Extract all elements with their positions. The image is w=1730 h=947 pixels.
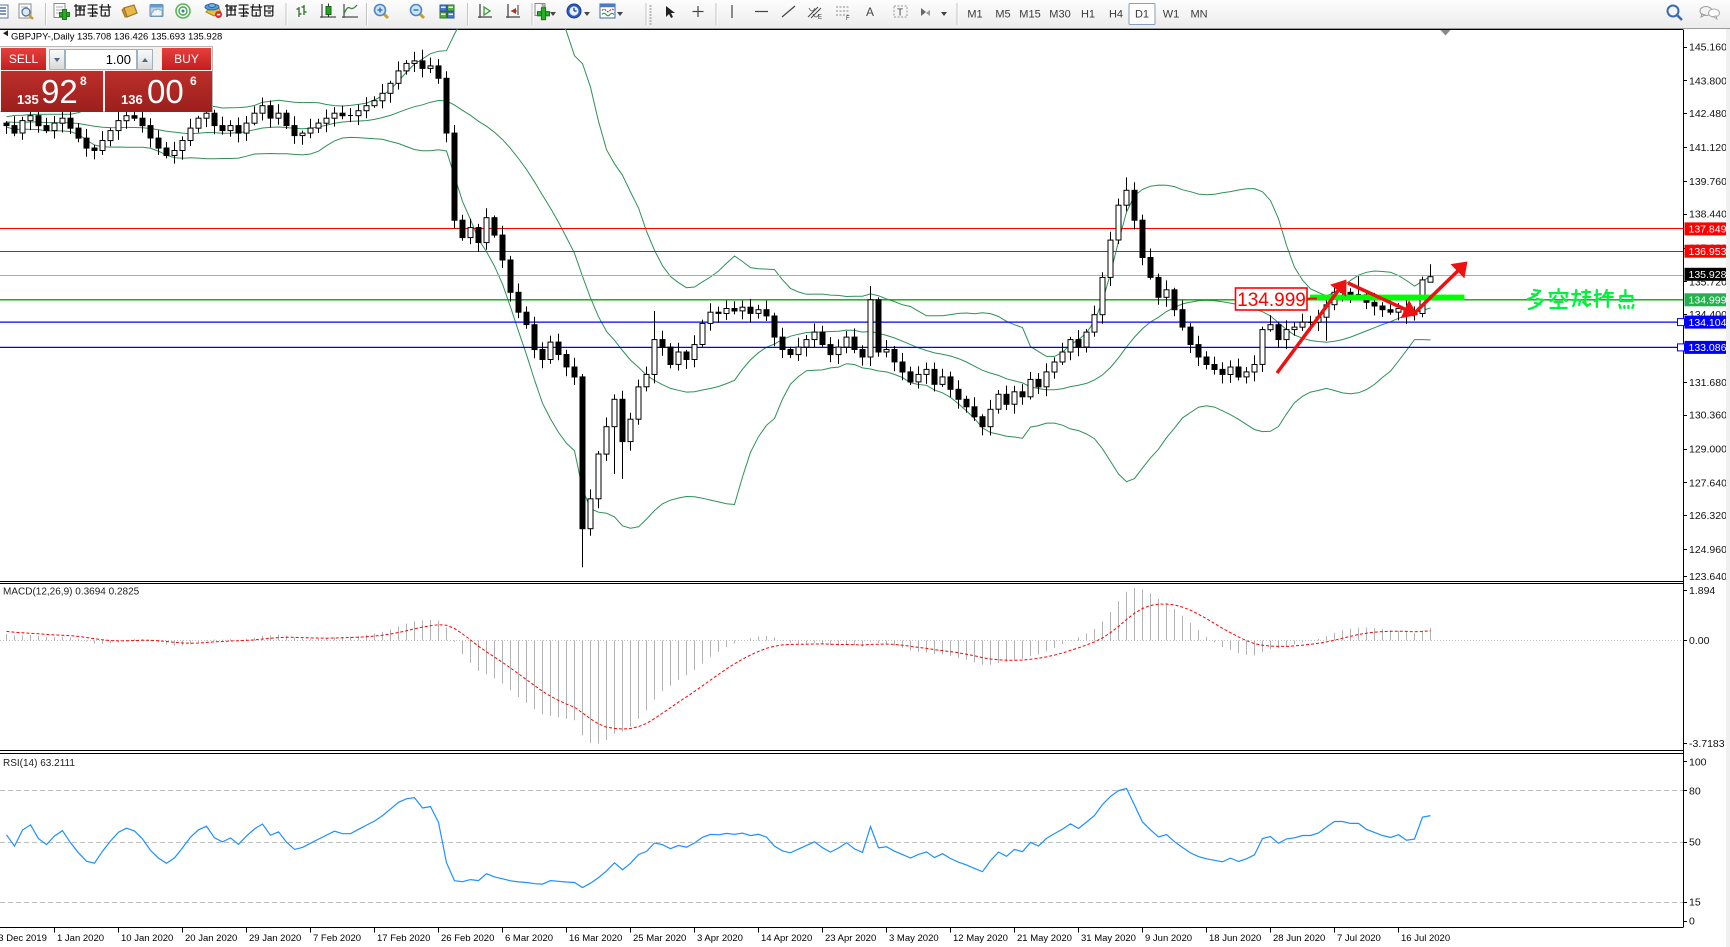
- svg-text:H1: H1: [1081, 9, 1095, 21]
- svg-text:135.928: 135.928: [1689, 269, 1727, 281]
- svg-text:136.953: 136.953: [1689, 246, 1727, 258]
- svg-text:MACD(12,26,9) 0.3694 0.2825: MACD(12,26,9) 0.3694 0.2825: [3, 587, 140, 598]
- svg-text:6 Mar 2020: 6 Mar 2020: [505, 933, 553, 944]
- svg-text:145.160: 145.160: [1689, 42, 1727, 54]
- svg-text:16 Jul 2020: 16 Jul 2020: [1401, 933, 1450, 944]
- svg-text:100: 100: [1689, 756, 1707, 768]
- svg-text:143.800: 143.800: [1689, 75, 1727, 87]
- svg-text:138.440: 138.440: [1689, 209, 1727, 221]
- svg-text:W1: W1: [1163, 9, 1180, 21]
- svg-text:20 Jan 2020: 20 Jan 2020: [185, 933, 237, 944]
- svg-text:126.320: 126.320: [1689, 510, 1727, 522]
- svg-text:29 Jan 2020: 29 Jan 2020: [249, 933, 301, 944]
- svg-text:M5: M5: [995, 9, 1010, 21]
- svg-text:134.999: 134.999: [1689, 295, 1727, 307]
- svg-text:RSI(14) 63.2111: RSI(14) 63.2111: [3, 758, 75, 769]
- svg-text:124.960: 124.960: [1689, 544, 1727, 556]
- svg-text:1.894: 1.894: [1689, 585, 1715, 597]
- svg-text:MN: MN: [1190, 9, 1207, 21]
- svg-text:3 May 2020: 3 May 2020: [889, 933, 939, 944]
- svg-text:23 Apr 2020: 23 Apr 2020: [825, 933, 876, 944]
- svg-text:A: A: [866, 5, 874, 19]
- svg-text:25 Mar 2020: 25 Mar 2020: [633, 933, 686, 944]
- svg-text:31 May 2020: 31 May 2020: [1081, 933, 1136, 944]
- svg-text:131.680: 131.680: [1689, 377, 1727, 389]
- svg-text:7 Jul 2020: 7 Jul 2020: [1337, 933, 1381, 944]
- svg-text:80: 80: [1689, 785, 1701, 797]
- svg-text:T: T: [897, 8, 903, 19]
- svg-text:E: E: [818, 15, 822, 21]
- svg-text:141.120: 141.120: [1689, 142, 1727, 154]
- svg-text:134.999: 134.999: [1237, 290, 1306, 311]
- svg-text:135.708 136.426 135.693 135.92: 135.708 136.426 135.693 135.928: [77, 32, 222, 43]
- svg-text:129.000: 129.000: [1689, 444, 1727, 456]
- svg-text:1 Jan 2020: 1 Jan 2020: [57, 933, 104, 944]
- svg-text:0.00: 0.00: [1689, 635, 1710, 647]
- svg-text:9 Jun 2020: 9 Jun 2020: [1145, 933, 1192, 944]
- svg-text:50: 50: [1689, 837, 1701, 849]
- svg-text:10 Jan 2020: 10 Jan 2020: [121, 933, 173, 944]
- svg-text:28 Jun 2020: 28 Jun 2020: [1273, 933, 1325, 944]
- svg-text:137.849: 137.849: [1689, 224, 1727, 236]
- svg-text:M1: M1: [967, 9, 982, 21]
- svg-text:17 Feb 2020: 17 Feb 2020: [377, 933, 430, 944]
- svg-text:7 Feb 2020: 7 Feb 2020: [313, 933, 361, 944]
- svg-text:D1: D1: [1135, 9, 1149, 21]
- svg-text:12 May 2020: 12 May 2020: [953, 933, 1008, 944]
- svg-text:-3.7183: -3.7183: [1689, 738, 1725, 750]
- svg-text:139.760: 139.760: [1689, 176, 1727, 188]
- svg-text:21 May 2020: 21 May 2020: [1017, 933, 1072, 944]
- svg-text:H4: H4: [1109, 9, 1123, 21]
- svg-text:127.640: 127.640: [1689, 477, 1727, 489]
- svg-text:26 Feb 2020: 26 Feb 2020: [441, 933, 494, 944]
- svg-text:130.360: 130.360: [1689, 410, 1727, 422]
- svg-text:F: F: [846, 16, 850, 22]
- svg-text:133.086: 133.086: [1689, 342, 1727, 354]
- svg-text:14 Apr 2020: 14 Apr 2020: [761, 933, 812, 944]
- svg-text:123.640: 123.640: [1689, 571, 1727, 583]
- svg-text:134.104: 134.104: [1689, 317, 1727, 329]
- svg-text:GBPJPY-,Daily: GBPJPY-,Daily: [11, 32, 75, 43]
- svg-text:3 Apr 2020: 3 Apr 2020: [697, 933, 743, 944]
- svg-text:16 Mar 2020: 16 Mar 2020: [569, 933, 622, 944]
- svg-text:23 Dec 2019: 23 Dec 2019: [0, 933, 47, 944]
- svg-text:18 Jun 2020: 18 Jun 2020: [1209, 933, 1261, 944]
- svg-text:M15: M15: [1019, 9, 1040, 21]
- svg-text:15: 15: [1689, 897, 1701, 909]
- svg-text:M30: M30: [1049, 9, 1070, 21]
- svg-text:0: 0: [1689, 916, 1695, 928]
- svg-text:142.480: 142.480: [1689, 108, 1727, 120]
